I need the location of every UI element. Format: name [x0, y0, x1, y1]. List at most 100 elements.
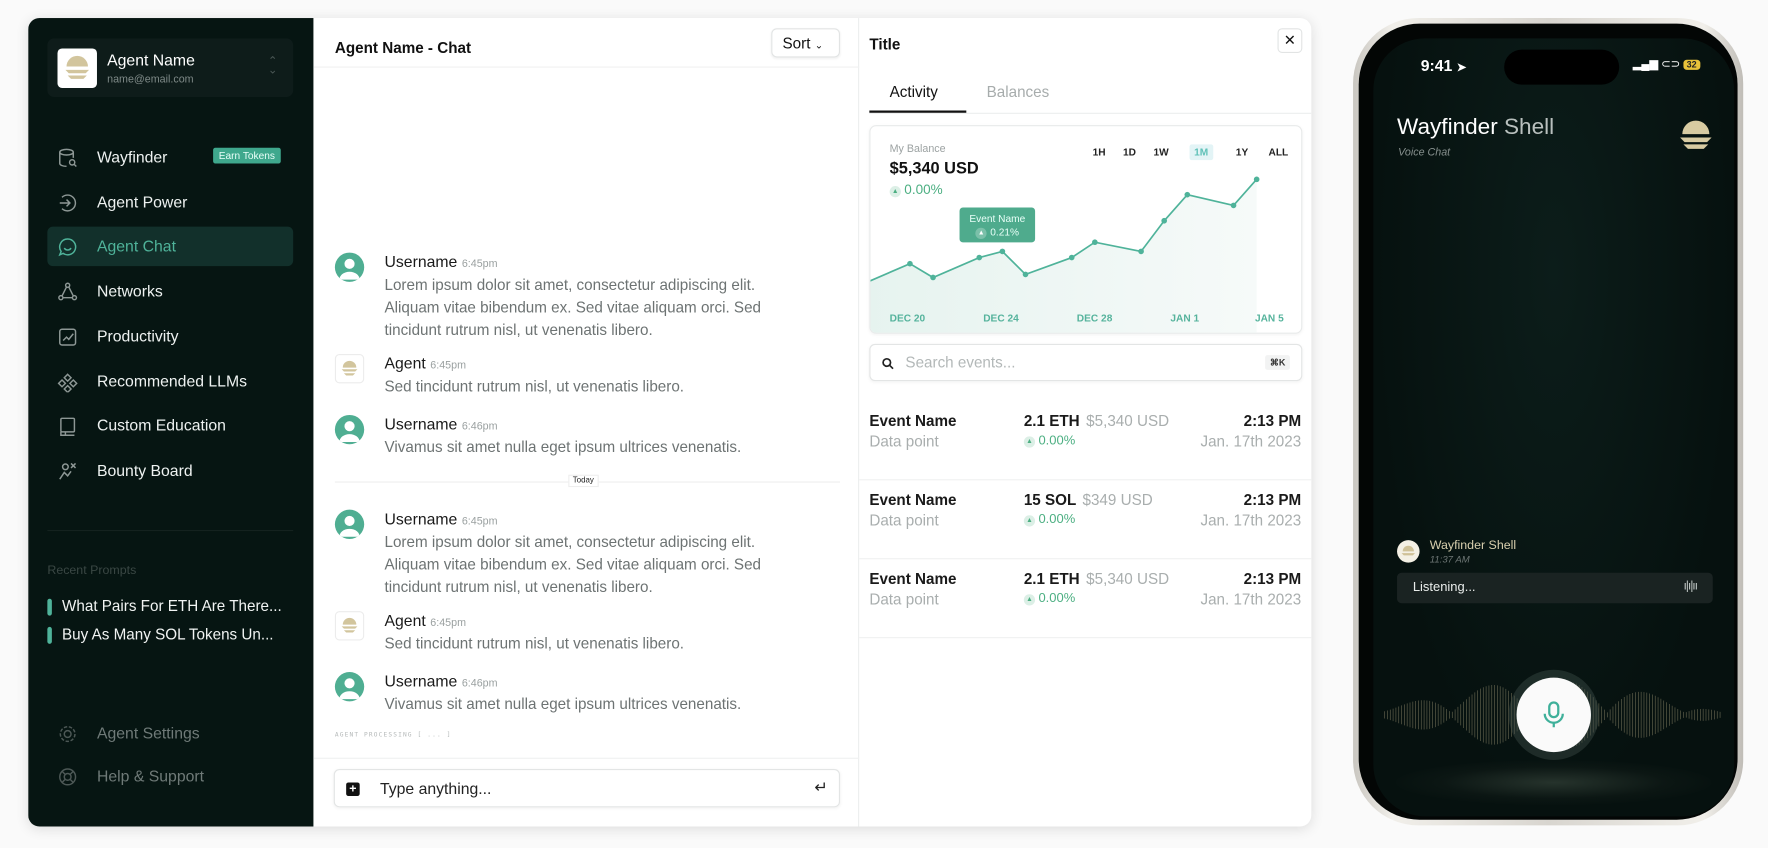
plus-icon[interactable]: +	[346, 782, 360, 797]
recent-prompt[interactable]: What Pairs For ETH Are There...	[47, 598, 282, 616]
sidebar-item-label: Help & Support	[96, 766, 205, 785]
message-author: Username 6:45pm	[384, 253, 497, 271]
event-name: Event Name	[869, 412, 957, 430]
chevron-down-icon: ⌄	[814, 39, 824, 51]
x-tick-label: JAN 5	[1254, 312, 1284, 324]
arrow-circle-right-icon	[59, 194, 77, 212]
chart-point[interactable]	[907, 260, 913, 267]
chart-point[interactable]	[1184, 191, 1191, 198]
range-1w[interactable]: 1W	[1153, 146, 1169, 158]
amount: 2.1 ETH	[1023, 570, 1080, 588]
x-tick-label: DEC 20	[889, 312, 926, 324]
range-1y[interactable]: 1Y	[1235, 146, 1249, 158]
range-1m[interactable]: 1M	[1189, 144, 1213, 161]
message-line: Aliquam vitae bibendum ex. Sed vitae ali…	[384, 298, 762, 339]
message-text: Lorem ipsum dolor sit amet, consectetur …	[384, 531, 812, 599]
search-events-input[interactable]: Search events... ⌘K	[869, 343, 1303, 382]
sidebar-item-productivity[interactable]: Productivity	[47, 317, 293, 356]
sidebar-item-wayfinder[interactable]: Wayfinder Earn Tokens	[47, 138, 293, 177]
range-1d[interactable]: 1D	[1123, 146, 1137, 158]
sidebar-item-bounty-board[interactable]: Bounty Board	[47, 451, 293, 490]
bot-time: 11:37 AM	[1429, 553, 1470, 565]
agent-avatar	[334, 611, 365, 641]
chart-point[interactable]	[1230, 202, 1237, 209]
phone-screen: 9:41 ➤ ▂▄▆ ⊂⊃ 32 Wayfinder Shell Voice C…	[1373, 38, 1735, 817]
amount: 2.1 ETH	[1023, 412, 1080, 430]
sidebar-item-networks[interactable]: Networks	[47, 272, 293, 311]
message-text: Sed tincidunt rutrum nisl, ut venenatis …	[384, 375, 812, 398]
user-avatar	[334, 509, 365, 539]
chart-point[interactable]	[999, 248, 1006, 255]
earn-tokens-badge[interactable]: Earn Tokens	[213, 147, 281, 164]
balance-label: My Balance	[889, 143, 946, 156]
range-1h[interactable]: 1H	[1092, 146, 1106, 158]
range-all[interactable]: ALL	[1268, 146, 1289, 158]
chart-point[interactable]	[930, 274, 936, 281]
link-icon: ⊂⊃	[1661, 58, 1681, 72]
wayfinder-logo	[1680, 120, 1712, 149]
sidebar-item-help-support[interactable]: Help & Support	[47, 757, 293, 796]
sidebar-item-agent-settings[interactable]: Agent Settings	[47, 714, 293, 753]
phone-bezel: 9:41 ➤ ▂▄▆ ⊂⊃ 32 Wayfinder Shell Voice C…	[1358, 23, 1738, 820]
message-line: Vivamus sit amet nulla eget ipsum ultric…	[384, 695, 742, 713]
event-row[interactable]: Event Name Data point 2.1 ETH $5,340 USD…	[859, 401, 1312, 481]
event-date: Jan. 17th 2023	[1200, 590, 1302, 608]
event-sub: Data point	[869, 511, 939, 529]
sort-label: Sort	[782, 34, 811, 52]
chart-point[interactable]	[976, 254, 983, 261]
date-divider: Today	[568, 474, 599, 488]
chart-point[interactable]	[1161, 217, 1168, 224]
balance-value: $5,340 USD	[889, 160, 979, 179]
chart-point[interactable]	[1138, 248, 1144, 255]
message-line: Sed tincidunt rutrum nisl, ut venenatis …	[384, 377, 685, 395]
event-row[interactable]: Event Name Data point 2.1 ETH $5,340 USD…	[859, 559, 1312, 639]
chart-point[interactable]	[1253, 176, 1260, 183]
keyboard-shortcut: ⌘K	[1265, 355, 1290, 370]
agent-profile-switcher[interactable]: Agent Name name@email.com ⌃ ⌄	[47, 38, 294, 97]
usd-value: $5,340 USD	[1086, 570, 1170, 588]
user-avatar	[334, 414, 365, 445]
sidebar-item-recommended-llms[interactable]: Recommended LLMs	[47, 361, 293, 400]
chart-point[interactable]	[1092, 239, 1098, 246]
balance-change-value: 0.00%	[904, 181, 943, 198]
dynamic-island	[1504, 49, 1620, 85]
close-button[interactable]: ✕	[1277, 28, 1303, 53]
event-date: Jan. 17th 2023	[1200, 511, 1302, 529]
sidebar-item-agent-power[interactable]: Agent Power	[47, 182, 293, 221]
user-avatar	[334, 672, 365, 702]
sidebar-item-label: Bounty Board	[96, 461, 193, 480]
sort-button[interactable]: Sort ⌄	[771, 28, 841, 58]
phone-mockup: 9:41 ➤ ▂▄▆ ⊂⊃ 32 Wayfinder Shell Voice C…	[1353, 18, 1744, 826]
signal-icon: ▂▄▆	[1632, 58, 1659, 72]
recent-prompt[interactable]: Buy As Many SOL Tokens Un...	[47, 626, 274, 644]
event-time: 2:13 PM	[1243, 491, 1302, 509]
chart-area	[870, 179, 1257, 333]
tooltip-label: Event Name	[969, 213, 1026, 225]
chart-point[interactable]	[1022, 271, 1029, 278]
x-tick-label: JAN 1	[1170, 312, 1200, 324]
microphone-button[interactable]	[1516, 677, 1591, 753]
event-change: ▲ 0.00%	[1023, 434, 1075, 448]
author-name: Agent	[384, 611, 426, 630]
sidebar-item-agent-chat[interactable]: Agent Chat	[47, 227, 294, 267]
sidebar-item-label: Agent Settings	[96, 723, 200, 742]
chat-panel: Agent Name - Chat Sort ⌄ Username 6:45pm …	[313, 18, 860, 827]
chart-tooltip: Event Name ▲ 0.21%	[959, 207, 1036, 243]
chat-input[interactable]: + Type anything... ↵	[333, 768, 841, 808]
message-line: Vivamus sit amet nulla eget ipsum ultric…	[384, 438, 742, 456]
divider	[313, 66, 860, 68]
clock-text: 9:41	[1420, 56, 1453, 75]
enter-icon[interactable]: ↵	[814, 778, 828, 797]
event-name: Event Name	[869, 491, 957, 509]
chart-point[interactable]	[1068, 254, 1075, 261]
message-author: Agent 6:45pm	[384, 354, 466, 372]
event-row[interactable]: Event Name Data point 15 SOL $349 USD ▲ 0…	[859, 480, 1312, 560]
author-name: Username	[384, 414, 458, 433]
tab-balances[interactable]: Balances	[986, 83, 1050, 101]
phone-title: Wayfinder Shell	[1397, 115, 1554, 141]
tab-activity[interactable]: Activity	[889, 83, 938, 101]
sidebar-item-custom-education[interactable]: Custom Education	[47, 406, 293, 445]
arrow-up-icon: ▲	[1023, 436, 1036, 448]
battery-icon: 32	[1683, 59, 1701, 70]
tab-divider	[869, 112, 1312, 114]
